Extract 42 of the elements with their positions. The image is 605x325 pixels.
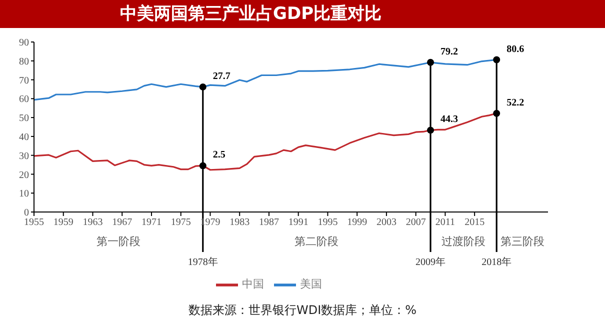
source-note: 数据来源：世界银行WDI数据库；单位：% [187,302,418,319]
x-tick-label: 1999 [347,217,368,228]
ref-line-label: 2009年 [416,256,446,268]
x-tick-label: 1995 [318,217,338,228]
text: 第三阶段 [500,236,544,248]
y-tick-label: 50 [19,113,29,124]
annotation: 52.2 [506,97,524,108]
text: 过渡阶段 [442,235,486,248]
text: 第一阶段 [96,236,140,248]
annotation: 79.2 [440,46,458,58]
x-tick-label: 1963 [82,217,103,228]
y-tick-label: 60 [19,94,29,106]
ref-line-label: 2018年 [482,256,512,268]
legend-label: 中国 [242,278,264,291]
annotation: 44.3 [440,114,458,126]
x-tick-label: 1983 [230,217,250,228]
x-tick-label: 2003 [376,217,396,228]
legend-label: 美国 [300,278,322,291]
x-tick-label: 1959 [53,217,74,228]
x-tick-label: 1975 [170,217,191,228]
y-tick-label: 30 [19,150,29,162]
x-tick-label: 2007 [406,217,426,228]
x-tick-label: 1967 [112,217,132,228]
chart-title: 中美两国第三产业占GDP比重对比 [0,0,605,28]
x-tick-label: 2015 [464,217,485,228]
x-tick-label: 1991 [288,217,308,228]
text: 第二阶段 [294,236,339,248]
x-tick-label: 2011 [435,217,456,228]
annotation: 2.5 [212,150,226,161]
annotation: 27.7 [212,70,230,82]
y-tick-label: 0 [24,208,29,219]
ref-line-label: 1978年 [188,256,218,268]
y-tick-label: 80 [19,56,29,68]
x-tick-label: 1987 [258,217,279,228]
x-tick-label: 1955 [24,217,44,228]
y-tick-label: 20 [19,170,29,181]
y-tick-label: 10 [19,188,29,200]
x-tick-label: 1971 [141,217,162,228]
y-tick-label: 90 [19,38,29,49]
y-tick-label: 40 [19,132,29,143]
y-tick-label: 70 [19,75,29,86]
annotation: 80.6 [506,44,524,55]
